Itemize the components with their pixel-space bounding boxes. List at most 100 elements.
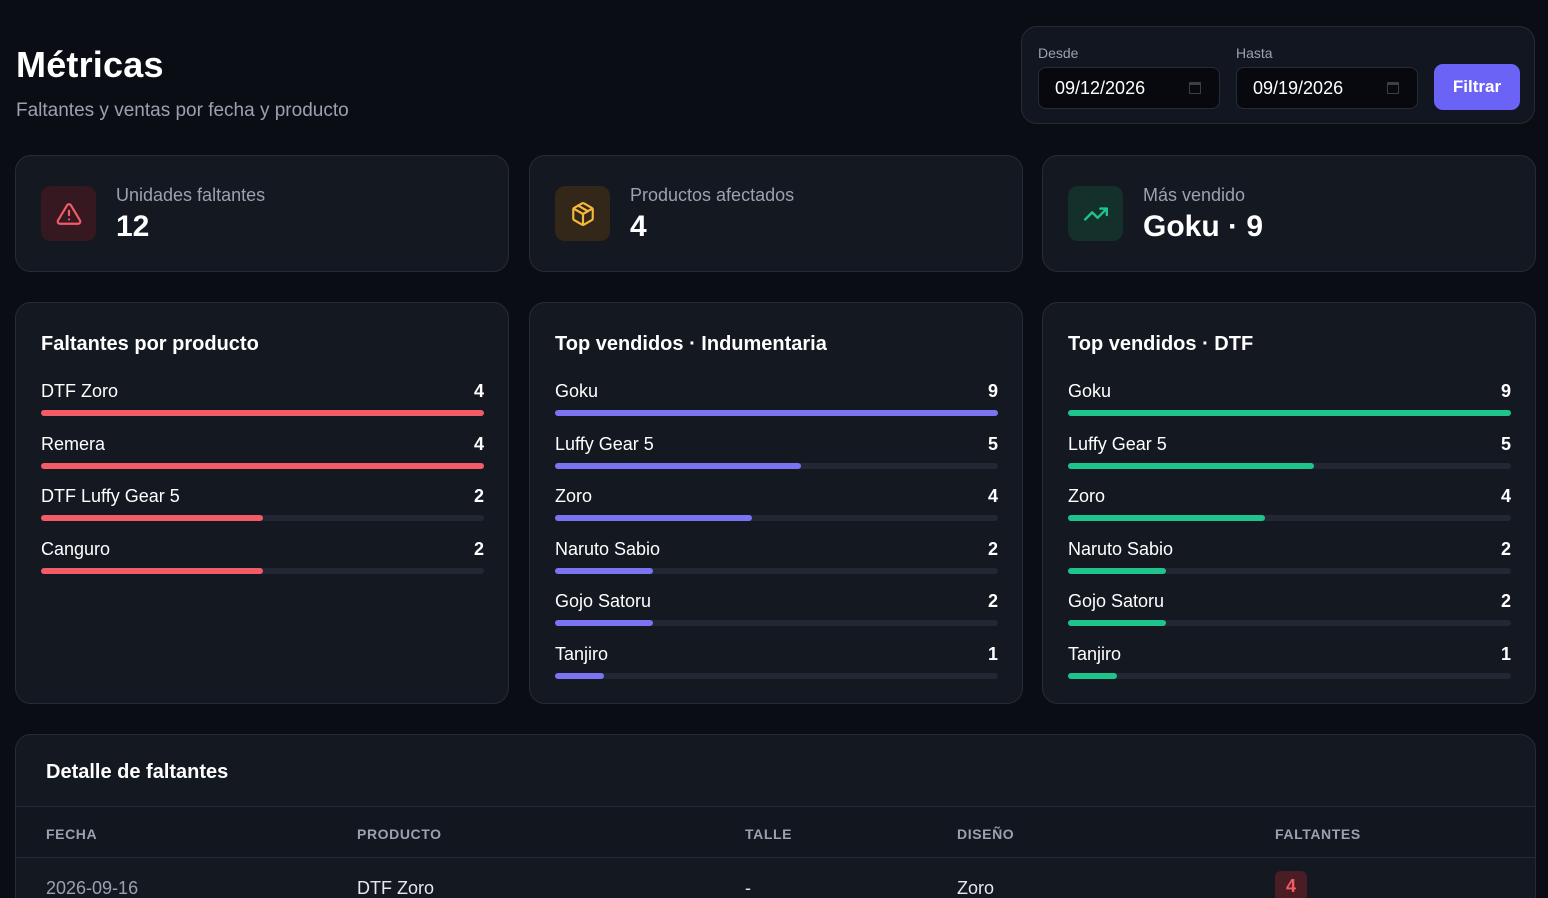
to-date-value: 09/19/2026 bbox=[1253, 77, 1344, 98]
bar-track bbox=[1068, 672, 1511, 679]
trending-up-icon bbox=[1068, 186, 1123, 241]
bar-label: Gojo Satoru bbox=[555, 591, 652, 612]
stat-value: 12 bbox=[116, 210, 150, 243]
table-title: Detalle de faltantes bbox=[46, 761, 229, 783]
package-icon bbox=[555, 186, 610, 241]
bar-fill bbox=[555, 620, 654, 627]
bar-label: DTF Zoro bbox=[41, 381, 119, 401]
bar-fill bbox=[555, 462, 802, 469]
bar-row: Naruto Sabio 2 bbox=[1068, 539, 1511, 592]
missing-detail-table: Detalle de faltantes FECHA PRODUCTO TALL… bbox=[15, 734, 1536, 898]
cell-talle: - bbox=[745, 878, 751, 898]
calendar-icon[interactable] bbox=[1387, 82, 1399, 94]
page-subtitle: Faltantes y ventas por fecha y producto bbox=[16, 100, 349, 121]
panel-title: Top vendidos · DTF bbox=[1068, 333, 1254, 355]
bar-value: 2 bbox=[473, 538, 484, 559]
from-date-value: 09/12/2026 bbox=[1055, 77, 1146, 98]
cell-producto: DTF Zoro bbox=[357, 878, 435, 898]
stat-card-best-seller: Más vendido Goku · 9 bbox=[1042, 155, 1536, 272]
missing-count-badge: 4 bbox=[1275, 871, 1307, 898]
bar-label: Goku bbox=[555, 381, 599, 401]
bar-fill bbox=[41, 462, 484, 469]
column-header-faltantes[interactable]: FALTANTES bbox=[1275, 826, 1361, 842]
bar-row: Tanjiro 1 bbox=[555, 644, 998, 697]
bar-label: Zoro bbox=[1068, 486, 1106, 507]
bar-fill bbox=[555, 410, 998, 416]
bar-track bbox=[41, 567, 484, 574]
panel-top-dtf: Top vendidos · DTF Goku 9 Luffy Gear 5 5 Zor… bbox=[1042, 302, 1536, 704]
bar-fill bbox=[555, 567, 654, 574]
bar-label: Tanjiro bbox=[555, 643, 609, 664]
bar-label: Zoro bbox=[555, 486, 593, 507]
stat-card-affected-products: Productos afectados 4 bbox=[529, 155, 1023, 272]
bar-row: DTF Luffy Gear 5 2 bbox=[41, 486, 484, 539]
bar-value: 9 bbox=[1500, 381, 1511, 401]
stat-label: Más vendido bbox=[1143, 185, 1246, 205]
bar-value: 2 bbox=[1500, 591, 1511, 612]
bar-value: 4 bbox=[473, 433, 484, 454]
bar-label: Naruto Sabio bbox=[1068, 538, 1174, 559]
bar-row: Goku 9 bbox=[555, 381, 998, 434]
bar-track bbox=[1068, 567, 1511, 574]
bar-fill bbox=[41, 515, 263, 522]
calendar-icon[interactable] bbox=[1189, 82, 1201, 94]
bar-label: Canguro bbox=[41, 538, 111, 559]
bar-track bbox=[555, 515, 998, 522]
bar-label: Gojo Satoru bbox=[1068, 591, 1165, 612]
bar-list: Goku 9 Luffy Gear 5 5 Zoro 4 Naruto Sabio 2 Gojo… bbox=[555, 381, 998, 697]
bar-value: 4 bbox=[987, 486, 998, 507]
bar-fill bbox=[1068, 410, 1511, 416]
filter-button[interactable]: Filtrar bbox=[1434, 64, 1520, 110]
bar-value: 2 bbox=[473, 486, 484, 507]
alert-triangle-icon bbox=[41, 186, 96, 241]
from-date-input[interactable]: 09/12/2026 bbox=[1038, 67, 1220, 109]
to-label: Hasta bbox=[1236, 45, 1273, 61]
stat-label: Unidades faltantes bbox=[116, 185, 266, 205]
bar-label: Luffy Gear 5 bbox=[1068, 433, 1167, 454]
bar-list: DTF Zoro 4 Remera 4 DTF Luffy Gear 5 2 Canguro… bbox=[41, 381, 484, 591]
bar-row: Canguro 2 bbox=[41, 539, 484, 592]
column-header-producto[interactable]: PRODUCTO bbox=[357, 826, 442, 842]
table-header: FECHA PRODUCTO TALLE DISEÑO FALTANTES bbox=[16, 806, 1535, 858]
bar-value: 4 bbox=[1500, 486, 1511, 507]
bar-row: Luffy Gear 5 5 bbox=[555, 434, 998, 487]
bar-label: Goku bbox=[1068, 381, 1112, 401]
bar-fill bbox=[1068, 462, 1315, 469]
to-date-input[interactable]: 09/19/2026 bbox=[1236, 67, 1418, 109]
bar-value: 2 bbox=[987, 538, 998, 559]
panel-missing-by-product: Faltantes por producto DTF Zoro 4 Remera 4 D… bbox=[15, 302, 509, 704]
bar-row: Zoro 4 bbox=[555, 486, 998, 539]
page-title: Métricas bbox=[16, 44, 164, 85]
bar-track bbox=[1068, 462, 1511, 469]
bar-fill bbox=[555, 515, 752, 522]
bar-row: Goku 9 bbox=[1068, 381, 1511, 434]
bar-value: 2 bbox=[987, 591, 998, 612]
bar-fill bbox=[555, 672, 605, 679]
bar-fill bbox=[41, 567, 263, 574]
bar-row: DTF Zoro 4 bbox=[41, 381, 484, 434]
bar-row: Tanjiro 1 bbox=[1068, 644, 1511, 697]
bar-label: Luffy Gear 5 bbox=[555, 433, 654, 454]
stat-card-missing-units: Unidades faltantes 12 bbox=[15, 155, 509, 272]
bar-value: 9 bbox=[987, 381, 998, 401]
bar-row: Naruto Sabio 2 bbox=[555, 539, 998, 592]
bar-fill bbox=[1068, 620, 1167, 627]
bar-track bbox=[555, 672, 998, 679]
bar-value: 1 bbox=[1500, 643, 1511, 664]
bar-track bbox=[1068, 410, 1511, 416]
bar-track bbox=[555, 462, 998, 469]
stat-value: Goku · 9 bbox=[1143, 210, 1264, 243]
bar-list: Goku 9 Luffy Gear 5 5 Zoro 4 Naruto Sabio 2 Gojo… bbox=[1068, 381, 1511, 697]
from-label: Desde bbox=[1038, 45, 1079, 61]
bar-track bbox=[555, 620, 998, 627]
bar-track bbox=[41, 462, 484, 469]
bar-fill bbox=[1068, 672, 1118, 679]
column-header-diseno[interactable]: DISEÑO bbox=[957, 826, 1015, 842]
column-header-fecha[interactable]: FECHA bbox=[46, 826, 98, 842]
bar-label: Remera bbox=[41, 433, 106, 454]
panel-title: Faltantes por producto bbox=[41, 333, 259, 355]
bar-label: Tanjiro bbox=[1068, 643, 1122, 664]
column-header-talle[interactable]: TALLE bbox=[745, 826, 793, 842]
stat-value: 4 bbox=[630, 210, 647, 243]
